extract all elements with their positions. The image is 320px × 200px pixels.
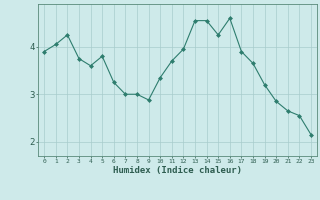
X-axis label: Humidex (Indice chaleur): Humidex (Indice chaleur) — [113, 166, 242, 175]
